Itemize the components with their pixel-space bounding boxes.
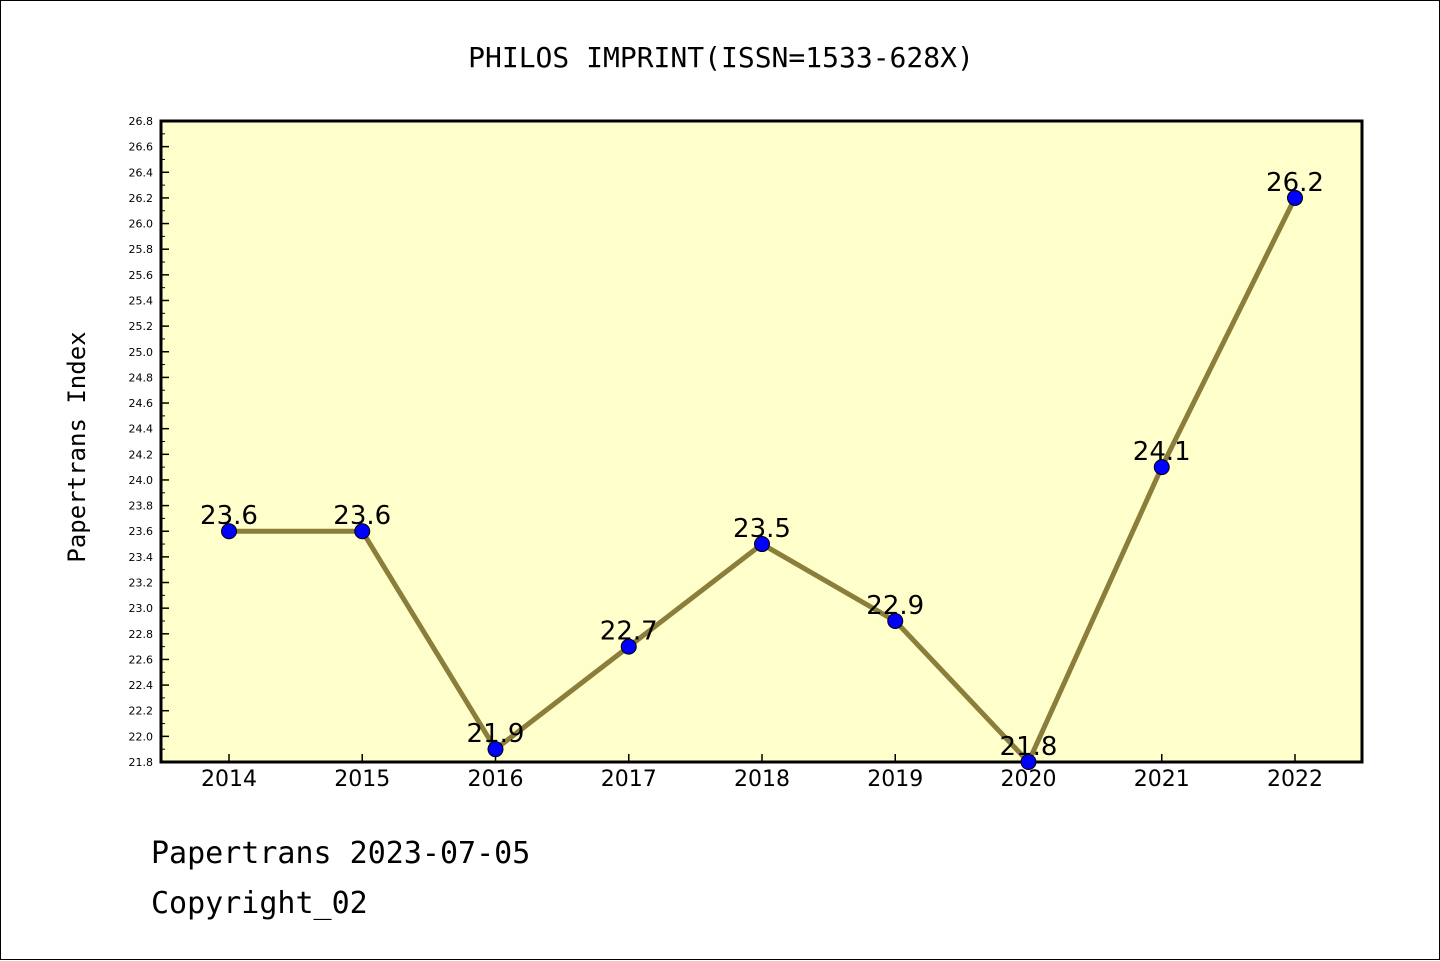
data-label: 21.8 xyxy=(1000,732,1058,762)
y-tick-label: 25.8 xyxy=(129,243,154,256)
data-point xyxy=(1287,189,1303,206)
x-tick-label: 2016 xyxy=(468,767,524,792)
y-tick-label: 22.8 xyxy=(129,628,154,641)
y-tick-label: 22.0 xyxy=(129,730,154,743)
data-point xyxy=(620,638,637,655)
y-tick-label: 24.4 xyxy=(129,423,154,436)
y-tick-label: 23.4 xyxy=(129,551,154,564)
y-tick-label: 25.2 xyxy=(129,320,154,333)
y-tick-label: 22.6 xyxy=(129,653,154,666)
y-tick-label: 22.2 xyxy=(129,705,154,718)
y-tick-label: 26.4 xyxy=(129,166,154,179)
plot-area xyxy=(159,119,1364,764)
data-point xyxy=(221,523,237,540)
y-tick-label: 24.8 xyxy=(129,371,154,384)
y-tick-label: 22.4 xyxy=(129,679,154,692)
y-tick-label: 24.2 xyxy=(129,448,154,461)
footer-copyright: Copyright_02 xyxy=(151,886,368,921)
y-tick-label: 25.6 xyxy=(129,269,154,282)
y-tick-label: 26.2 xyxy=(129,192,154,205)
data-label: 23.6 xyxy=(333,501,391,531)
data-label: 23.5 xyxy=(733,514,791,544)
x-tick-label: 2022 xyxy=(1267,767,1323,792)
data-point xyxy=(487,741,504,758)
y-tick-label: 25.4 xyxy=(129,294,154,307)
data-label: 23.6 xyxy=(200,501,258,531)
data-label: 21.9 xyxy=(467,719,525,749)
footer-date: Papertrans 2023-07-05 xyxy=(151,836,531,871)
data-point xyxy=(887,612,904,629)
y-tick-label: 24.6 xyxy=(129,397,154,410)
data-label: 22.7 xyxy=(600,617,658,647)
y-axis-label: Papertrans Index xyxy=(63,331,91,562)
data-label: 26.2 xyxy=(1266,168,1324,198)
data-label: 22.9 xyxy=(866,591,924,621)
chart-title: PHILOS IMPRINT(ISSN=1533-628X) xyxy=(468,41,974,74)
data-point xyxy=(354,523,371,540)
y-tick-label: 23.2 xyxy=(129,577,154,590)
y-tick-label: 26.0 xyxy=(129,218,154,231)
y-tick-label: 25.0 xyxy=(129,346,154,359)
y-tick-label: 23.8 xyxy=(129,500,154,513)
data-point xyxy=(754,536,770,553)
data-labels: 23.6 23.6 21.9 22.7 23.5 22.9 21.8 24.1 26.2 xyxy=(200,168,1324,762)
data-point xyxy=(1153,459,1170,476)
data-label: 24.1 xyxy=(1133,437,1191,467)
x-tick-label: 2021 xyxy=(1134,767,1190,792)
y-axis-ticks: 21.8 22.0 22.2 22.4 22.6 22.8 23.0 23.2 23.4 23.6… xyxy=(129,115,169,769)
x-tick-label: 2018 xyxy=(734,767,790,792)
data-point xyxy=(1020,754,1037,770)
data-markers xyxy=(221,189,1303,770)
y-tick-label: 21.8 xyxy=(129,756,154,769)
x-tick-label: 2014 xyxy=(201,767,257,792)
x-tick-label: 2020 xyxy=(1001,767,1057,792)
y-tick-label: 23.0 xyxy=(129,602,154,615)
y-tick-label: 26.6 xyxy=(129,141,154,154)
y-tick-label: 24.0 xyxy=(129,474,154,487)
x-tick-label: 2019 xyxy=(867,767,923,792)
x-tick-label: 2017 xyxy=(601,767,657,792)
y-tick-label: 26.8 xyxy=(129,115,154,128)
y-tick-label: 23.6 xyxy=(129,525,154,538)
x-tick-label: 2015 xyxy=(334,767,390,792)
